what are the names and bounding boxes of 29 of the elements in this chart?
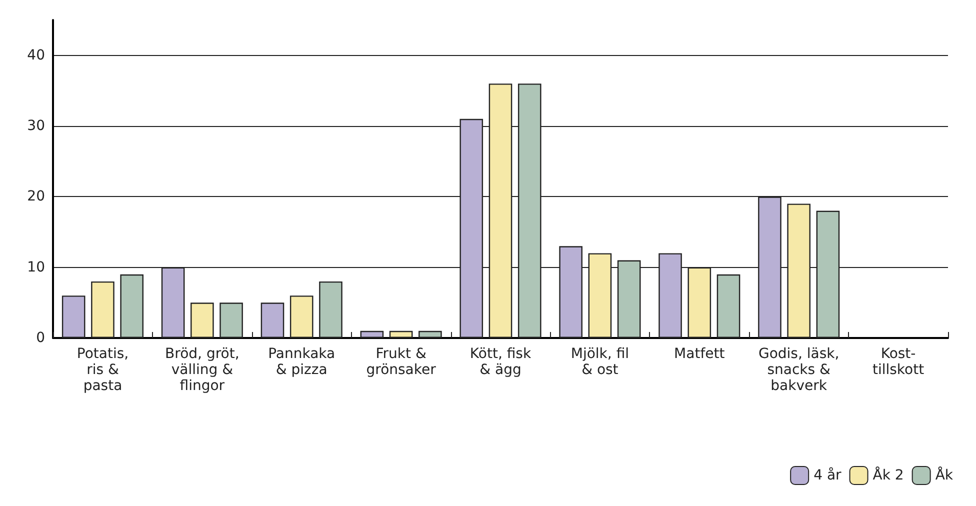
bar (290, 296, 314, 338)
x-tick-label: Kost- tillskott (872, 346, 925, 378)
y-tick-label: 10 (27, 259, 45, 276)
x-tick-label: Mjölk, fil & ost (570, 346, 630, 378)
x-tick-label: Matfett (674, 346, 726, 362)
x-tick-label: Pannkaka & pizza (268, 346, 336, 378)
x-tick-label: Potatis, ris & pasta (76, 346, 129, 394)
bar (220, 302, 243, 338)
y-tick-label: 20 (27, 188, 45, 205)
legend-label: Åk (935, 466, 954, 484)
y-tick-label: 0 (36, 330, 45, 346)
bar (190, 302, 214, 338)
y-tick-label: 40 (27, 47, 45, 64)
bar (360, 330, 384, 338)
bar (389, 330, 413, 338)
x-tick-label: Frukt & grönsaker (366, 346, 436, 378)
bar (120, 274, 144, 338)
bar (319, 281, 342, 338)
bar (418, 330, 442, 338)
x-tick-label: Kött, fisk & ägg (470, 346, 532, 378)
bar (91, 281, 114, 338)
legend-label: 4 år (814, 466, 842, 484)
bar (716, 274, 740, 338)
bar (62, 296, 86, 338)
y-tick-label: 30 (27, 118, 45, 134)
x-tick-label: Bröd, gröt, välling & flingor (165, 346, 240, 394)
legend-label: Åk 2 (872, 466, 904, 484)
x-tick-label: Godis, läsk, snacks & bakverk (758, 346, 840, 394)
bar (260, 302, 284, 338)
